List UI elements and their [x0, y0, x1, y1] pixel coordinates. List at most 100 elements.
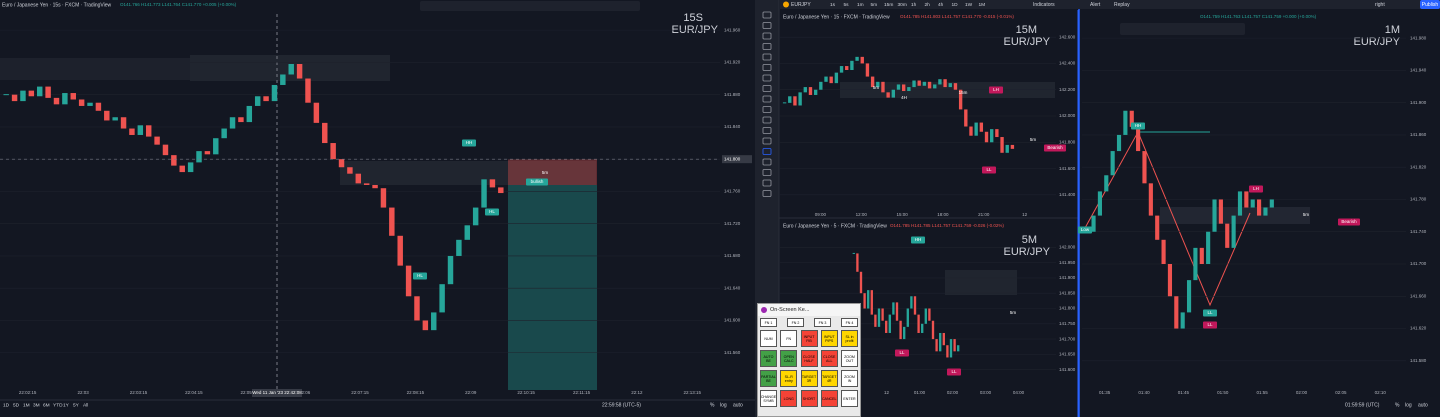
- key[interactable]: TARGET 4R: [820, 370, 838, 387]
- range-button[interactable]: All: [83, 402, 88, 408]
- tool-icon[interactable]: [762, 85, 772, 92]
- key[interactable]: NUM: [760, 330, 777, 347]
- key[interactable]: INPUT PIPS: [820, 330, 838, 347]
- tool-icon[interactable]: [762, 43, 772, 50]
- candle: [439, 284, 445, 313]
- candle: [70, 93, 76, 100]
- y-tick-label: 141.760: [724, 189, 741, 194]
- candle: [979, 122, 984, 132]
- timeframe-label: 5M: [1022, 234, 1037, 246]
- tool-icon[interactable]: [762, 22, 772, 29]
- key[interactable]: CLOSE ALL: [820, 350, 838, 367]
- ohlc: O141.785 H141.803 L141.757 C141.770 -0.0…: [900, 14, 1014, 19]
- candle: [246, 105, 253, 123]
- tool-icon[interactable]: [762, 190, 772, 197]
- replay-button[interactable]: Replay: [1114, 2, 1130, 8]
- timeframe-button[interactable]: 30m: [898, 2, 907, 8]
- timeframe-button[interactable]: 1D: [952, 2, 959, 8]
- key[interactable]: ZOOM OUT: [841, 350, 858, 367]
- y-tick-label: 141.620: [1410, 326, 1427, 331]
- tool-icon[interactable]: [762, 116, 772, 124]
- annotation: HH: [915, 237, 922, 242]
- tool-icon[interactable]: [762, 74, 772, 82]
- timeframe-button[interactable]: 1W: [965, 2, 973, 8]
- tool-icon[interactable]: [762, 32, 772, 40]
- publish-button[interactable]: [1420, 0, 1440, 9]
- timeframe-button[interactable]: 15m: [884, 2, 893, 8]
- tool-icon[interactable]: [762, 106, 772, 113]
- range-button[interactable]: 1M: [23, 402, 30, 408]
- tool-icon[interactable]: [762, 148, 772, 155]
- tool-icon[interactable]: [762, 11, 772, 19]
- percent-toggle[interactable]: %: [1395, 402, 1400, 408]
- annotation: HH: [1135, 123, 1142, 128]
- range-button[interactable]: 5Y: [73, 402, 80, 408]
- candle: [355, 173, 362, 184]
- candle: [87, 102, 93, 106]
- range-button[interactable]: 3M: [33, 402, 40, 408]
- timeframe-button[interactable]: 1m: [857, 2, 864, 8]
- key[interactable]: CHANGE SYMB: [760, 390, 777, 407]
- symbol-button[interactable]: EURJPY: [791, 2, 811, 8]
- timeframe-button[interactable]: 1h: [911, 2, 917, 8]
- tool-icon[interactable]: [762, 158, 772, 166]
- range-button[interactable]: 6M: [43, 402, 50, 408]
- key[interactable]: PARTIAL BE: [760, 370, 777, 387]
- key[interactable]: AUTO BE: [760, 350, 777, 367]
- timeframe-button[interactable]: 2h: [925, 2, 931, 8]
- key[interactable]: FN 2: [787, 318, 804, 327]
- key[interactable]: LONG: [780, 390, 798, 407]
- indicators-button[interactable]: Indicators: [1033, 2, 1055, 8]
- alert-button[interactable]: Alert: [1090, 2, 1101, 8]
- tool-icon[interactable]: [762, 169, 772, 176]
- timeframe-button[interactable]: 1M: [979, 2, 986, 8]
- auto-toggle[interactable]: auto: [1418, 402, 1428, 408]
- range-button[interactable]: 1D: [3, 402, 10, 408]
- key[interactable]: CANCEL: [820, 390, 838, 407]
- key[interactable]: CLOSE HALF: [800, 350, 818, 367]
- chart-title: Euro / Japanese Yen · 5 · FXCM · Trading…: [783, 223, 887, 229]
- x-tick-label: 02:00: [947, 390, 959, 395]
- key[interactable]: SHORT: [800, 390, 818, 407]
- key[interactable]: ENTER: [841, 390, 858, 407]
- tool-icon[interactable]: [762, 179, 772, 187]
- tool-icon[interactable]: [762, 95, 772, 103]
- auto-toggle[interactable]: auto: [733, 402, 743, 408]
- candle: [1218, 199, 1223, 224]
- zone: [340, 161, 596, 185]
- candle: [498, 187, 504, 194]
- range-button[interactable]: 1Y: [63, 402, 70, 408]
- log-toggle[interactable]: log: [1405, 402, 1412, 408]
- timeframe-button[interactable]: 1s: [830, 2, 836, 8]
- publish-label[interactable]: Publish: [1422, 2, 1439, 8]
- log-toggle[interactable]: log: [720, 402, 727, 408]
- key[interactable]: FN 1: [760, 318, 777, 327]
- x-tick-label: 01:55: [1257, 390, 1269, 395]
- timeframe-button[interactable]: 5s: [844, 2, 850, 8]
- timeframe-button[interactable]: 4h: [938, 2, 944, 8]
- candle: [953, 83, 958, 90]
- key[interactable]: TARGET 3R: [800, 370, 818, 387]
- key[interactable]: FN 3: [814, 318, 831, 327]
- candle: [1104, 175, 1109, 192]
- timeframe-button[interactable]: 5m: [871, 2, 878, 8]
- annotation-box: [485, 208, 499, 216]
- percent-toggle[interactable]: %: [710, 402, 715, 408]
- x-tick-label: 22:09: [465, 390, 477, 395]
- key[interactable]: INPUT FIB: [800, 330, 818, 347]
- y-tick-label: 141.600: [724, 318, 741, 323]
- key[interactable]: ZOOM IN: [841, 370, 858, 387]
- tool-icon[interactable]: [762, 64, 772, 71]
- key[interactable]: OPEN CALC: [780, 350, 798, 367]
- tool-icon[interactable]: [762, 137, 772, 145]
- annotation-box: [1044, 144, 1066, 152]
- layout-name[interactable]: right: [1375, 2, 1385, 8]
- key[interactable]: FN: [780, 330, 798, 347]
- key[interactable]: FN 4: [841, 318, 858, 327]
- tool-icon[interactable]: [762, 53, 772, 61]
- key[interactable]: SL in profit: [841, 330, 858, 347]
- key[interactable]: SL-R entry: [780, 370, 798, 387]
- range-button[interactable]: YTD: [53, 402, 63, 408]
- tool-icon[interactable]: [762, 127, 772, 134]
- range-button[interactable]: 5D: [13, 402, 20, 408]
